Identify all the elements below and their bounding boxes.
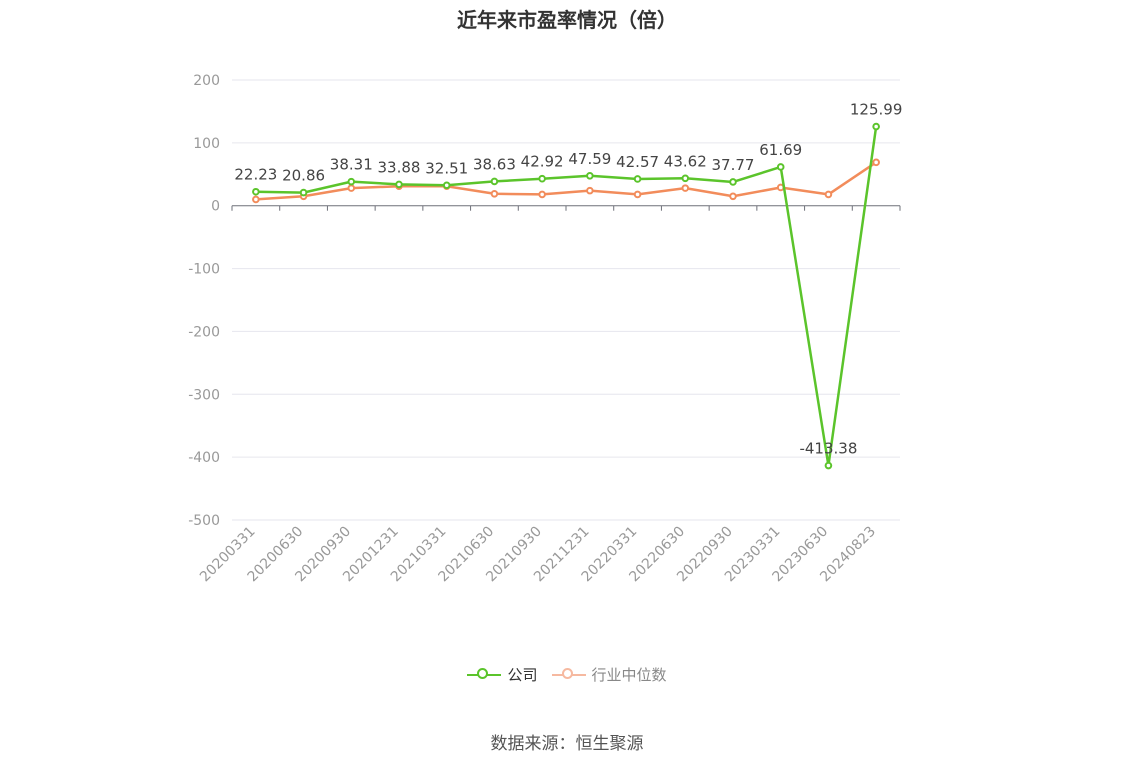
data-label-company: 37.77 — [712, 156, 755, 174]
legend-swatch-company — [467, 667, 502, 683]
data-point-company — [347, 177, 356, 186]
data-point-industry-median — [681, 184, 690, 192]
grid-layer — [232, 79, 900, 521]
data-point-industry-median — [586, 186, 594, 195]
data-point-company — [442, 181, 451, 190]
data-point-industry-median — [824, 190, 833, 199]
data-point-company — [490, 177, 499, 186]
data-label-company: 38.63 — [473, 155, 516, 173]
data-point-company — [538, 174, 546, 183]
data-point-company — [633, 175, 642, 183]
y-tick-label: -500 — [188, 513, 220, 529]
data-point-company — [252, 187, 260, 196]
data-point-company — [395, 180, 403, 189]
data-label-company: 47.59 — [568, 150, 611, 168]
data-point-industry-median — [872, 158, 880, 167]
data-label-company: 20.86 — [282, 167, 325, 185]
data-point-company — [586, 172, 594, 180]
data-label-company: 61.69 — [759, 141, 802, 159]
data-label-company: 42.57 — [616, 153, 659, 171]
source-note: 数据来源：恒生聚源 — [490, 734, 644, 754]
legend-swatch-industry-median — [551, 667, 586, 683]
data-point-company — [299, 188, 308, 197]
data-point-company — [729, 178, 737, 186]
legend-item-company[interactable]: 公司 — [467, 664, 538, 685]
chart-title: 近年来市盈率情况（倍） — [457, 8, 677, 32]
y-tick-label: -400 — [188, 450, 220, 466]
data-point-company — [681, 174, 690, 183]
data-point-company — [872, 122, 880, 131]
data-point-company — [776, 163, 785, 171]
legend: 公司 行业中位数 — [0, 664, 1134, 685]
data-label-company: 33.88 — [378, 158, 421, 176]
data-label-company: 43.62 — [664, 152, 707, 170]
data-point-industry-median — [490, 189, 499, 198]
legend-label-industry-median: 行业中位数 — [591, 666, 667, 684]
data-label-company: 22.23 — [234, 166, 277, 184]
data-point-industry-median — [729, 192, 737, 201]
y-tick-label: 100 — [193, 136, 220, 152]
legend-item-industry-median[interactable]: 行业中位数 — [551, 664, 667, 685]
data-label-layer: 22.23 20.86 38.31 33.88 32.51 38.63 42.92 47.59… — [234, 101, 902, 458]
series-line-company — [255, 126, 878, 467]
y-tick-label: 0 — [211, 199, 220, 215]
y-tick-label: -100 — [188, 262, 220, 278]
data-label-company: 38.31 — [330, 156, 373, 174]
data-point-company — [824, 461, 833, 470]
line-chart: 2001000-100-200-300-400-5002020033120200… — [188, 73, 902, 585]
data-label-company: 125.99 — [850, 101, 903, 119]
y-tick-label: 200 — [193, 73, 220, 89]
y-tick-label: -200 — [188, 324, 220, 340]
series-line-industry-median — [255, 161, 877, 201]
y-tick-label: -300 — [188, 387, 220, 403]
data-label-company: 42.92 — [521, 153, 564, 171]
data-point-industry-median — [538, 190, 546, 199]
data-label-company: -413.38 — [799, 440, 857, 458]
series-layer — [252, 122, 880, 470]
data-label-company: 32.51 — [425, 159, 468, 177]
data-point-industry-median — [347, 184, 356, 192]
legend-label-company: 公司 — [507, 666, 538, 684]
data-point-industry-median — [633, 190, 642, 199]
data-point-industry-median — [252, 195, 260, 204]
